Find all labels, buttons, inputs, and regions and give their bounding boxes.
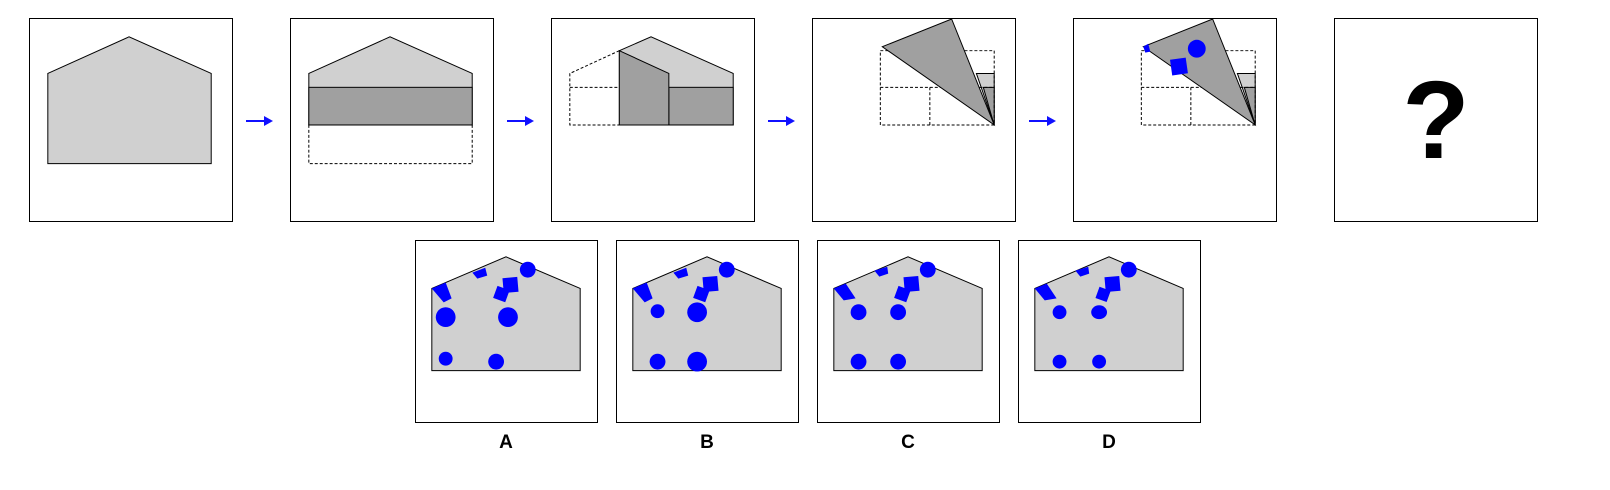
- step-3-fold-left-over: [551, 18, 755, 222]
- option-b-unfolded-paper: [632, 256, 782, 372]
- question-mark: ?: [1402, 58, 1470, 182]
- arrow-right-icon: [246, 116, 273, 126]
- house-shape-paper: [47, 36, 212, 165]
- option-a-label: A: [499, 432, 513, 453]
- step-2-fold-bottom-up: [290, 18, 494, 222]
- option-b-label: B: [700, 432, 714, 453]
- arrow-right-icon: [1029, 116, 1056, 126]
- answer-placeholder: ?: [1334, 18, 1538, 222]
- step-5-punch-holes: [1073, 18, 1277, 222]
- option-c-unfolded-paper: [833, 256, 983, 372]
- folded-paper-diagram: [308, 36, 473, 165]
- step-4-fold-diagonal: [812, 18, 1016, 222]
- punched-paper-diagram: [1140, 19, 1257, 127]
- folded-paper-diagram: [569, 36, 734, 126]
- option-b[interactable]: [616, 240, 799, 423]
- arrow-right-icon: [768, 116, 795, 126]
- option-a-unfolded-paper: [431, 256, 581, 372]
- step-1-unfolded-paper: [29, 18, 233, 222]
- arrow-right-icon: [507, 116, 534, 126]
- option-c-label: C: [901, 432, 915, 453]
- option-d[interactable]: [1018, 240, 1201, 423]
- folded-paper-diagram: [879, 19, 996, 127]
- option-a[interactable]: [415, 240, 598, 423]
- option-d-unfolded-paper: [1034, 256, 1184, 372]
- option-c[interactable]: [817, 240, 1000, 423]
- option-d-label: D: [1102, 432, 1116, 453]
